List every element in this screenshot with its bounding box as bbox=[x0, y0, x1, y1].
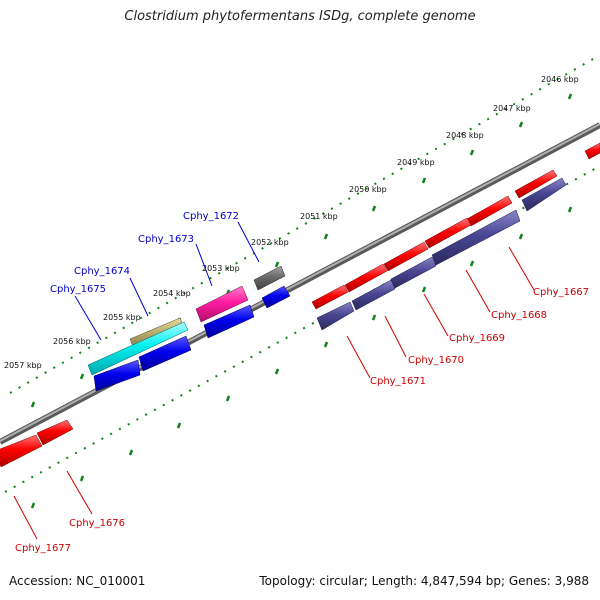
gene-label-cphy-1673: Cphy_1673 bbox=[138, 234, 194, 245]
gene-arrow bbox=[311, 284, 349, 310]
topology-text: Topology: circular; Length: 4,847,594 bp… bbox=[259, 574, 589, 588]
gene-arrow bbox=[203, 304, 255, 339]
operon-genes bbox=[316, 177, 567, 331]
gene-arrow bbox=[383, 241, 429, 272]
gene-arrow bbox=[351, 279, 396, 311]
gene-labels: Cphy_1672 Cphy_1673 Cphy_1674 Cphy_1675 … bbox=[15, 211, 589, 554]
gene-label-cphy-1672: Cphy_1672 bbox=[183, 211, 239, 222]
gene-arrow bbox=[424, 217, 472, 249]
kbp-labels: 2046 kbp 2047 kbp 2048 kbp 2049 kbp 2050… bbox=[4, 75, 579, 370]
tick-label: 2051 kbp bbox=[300, 212, 338, 221]
page-title: Clostridium phytofermentans ISDg, comple… bbox=[124, 9, 476, 24]
gene-label-cphy-1670: Cphy_1670 bbox=[408, 355, 464, 366]
tick-label: 2049 kbp bbox=[397, 158, 435, 167]
gene-arrow bbox=[87, 321, 189, 376]
gene-arrow bbox=[431, 209, 521, 266]
gene-label-cphy-1668: Cphy_1668 bbox=[491, 310, 547, 321]
gene-arrow bbox=[316, 301, 355, 331]
gene-arrow bbox=[36, 419, 74, 446]
tick-label: 2056 kbp bbox=[53, 337, 91, 346]
gene-arrow bbox=[514, 169, 558, 199]
tick-label: 2057 kbp bbox=[4, 361, 42, 370]
gene-label-cphy-1669: Cphy_1669 bbox=[449, 333, 505, 344]
gene-arrow bbox=[138, 335, 192, 372]
tick-label: 2055 kbp bbox=[103, 313, 141, 322]
tick-label: 2048 kbp bbox=[446, 131, 484, 140]
gene-label-cphy-1677: Cphy_1677 bbox=[15, 543, 71, 554]
gene-label-cphy-1671: Cphy_1671 bbox=[370, 376, 426, 387]
gene-arrow bbox=[521, 177, 567, 212]
gene-label-cphy-1675: Cphy_1675 bbox=[50, 284, 106, 295]
tick-label: 2047 kbp bbox=[493, 104, 531, 113]
gene-arrow bbox=[195, 285, 249, 323]
outer-tick-row bbox=[9, 54, 600, 394]
tick-label: 2050 kbp bbox=[349, 185, 387, 194]
gene-arrow bbox=[253, 265, 286, 291]
gene-label-cphy-1674: Cphy_1674 bbox=[74, 266, 130, 277]
major-ticks bbox=[30, 93, 573, 509]
genome-backbone bbox=[0, 122, 600, 445]
gene-arrow bbox=[261, 285, 291, 309]
tick-label: 2046 kbp bbox=[541, 75, 579, 84]
tick-label: 2052 kbp bbox=[251, 238, 289, 247]
tick-label: 2054 kbp bbox=[153, 289, 191, 298]
gene-label-cphy-1667: Cphy_1667 bbox=[533, 287, 589, 298]
gene-arrow bbox=[93, 359, 141, 392]
gene-arrow bbox=[390, 256, 437, 289]
gene-arrow bbox=[344, 263, 388, 293]
tick-label: 2053 kbp bbox=[202, 264, 240, 273]
accession-text: Accession: NC_010001 bbox=[9, 574, 146, 588]
gene-arrow bbox=[0, 434, 43, 468]
label-leaders bbox=[13, 221, 535, 540]
gene-arrow bbox=[584, 142, 600, 160]
forward-red-genes bbox=[0, 142, 600, 468]
left-gene-cluster bbox=[87, 265, 291, 392]
gene-label-cphy-1676: Cphy_1676 bbox=[69, 518, 125, 529]
